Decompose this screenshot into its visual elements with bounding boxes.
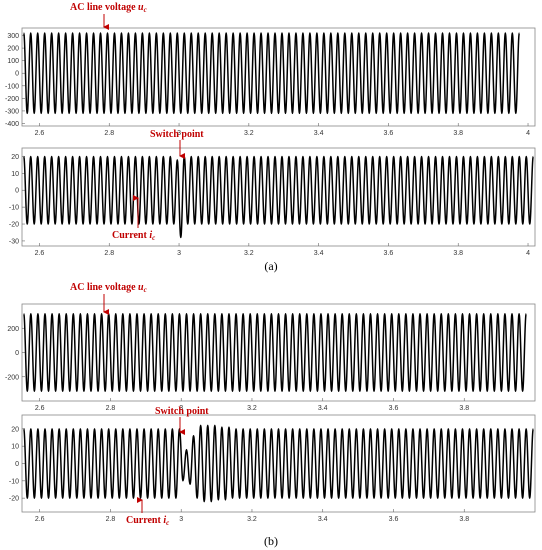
x-tick-label: 3 [177, 250, 181, 257]
annotation: Current ic [126, 515, 169, 527]
y-tick-label: 200 [7, 46, 19, 53]
y-tick-label: -400 [5, 121, 19, 128]
waveform [23, 424, 534, 503]
caption: (b) [264, 534, 278, 548]
x-tick-label: 3.6 [389, 516, 399, 523]
y-tick-label: 0 [15, 461, 19, 468]
x-tick-label: 4 [526, 250, 530, 257]
y-tick-label: -10 [9, 205, 19, 212]
y-tick-label: 0 [15, 188, 19, 195]
x-tick-label: 3.2 [244, 250, 254, 257]
x-tick-label: 2.8 [106, 405, 116, 412]
annotation-var: u [138, 2, 144, 13]
x-tick-label: 4 [526, 130, 530, 137]
plot-frame [21, 147, 536, 247]
y-tick-label: 10 [11, 171, 19, 178]
y-tick-label: 0 [15, 71, 19, 78]
x-tick-label: 3.2 [247, 516, 257, 523]
annotation-text: Current [126, 515, 163, 526]
x-tick-label: 3.4 [318, 516, 328, 523]
caption: (a) [264, 259, 277, 273]
y-tick-label: 100 [7, 58, 19, 65]
annotation-var: i [163, 515, 166, 526]
waveform [23, 312, 527, 393]
y-tick-label: -300 [5, 108, 19, 115]
y-tick-label: -30 [9, 238, 19, 245]
annotation-sub: c [144, 6, 147, 14]
x-tick-label: 3.6 [389, 405, 399, 412]
x-tick-label: 2.6 [35, 130, 45, 137]
x-tick-label: 3.2 [244, 130, 254, 137]
waveform [22, 155, 535, 239]
x-tick-label: 3.6 [384, 130, 394, 137]
annotation-sub: c [152, 234, 155, 242]
y-tick-label: 10 [11, 444, 19, 451]
annotation: Switch point [150, 129, 204, 140]
y-tick-label: -200 [5, 96, 19, 103]
annotation-sub: c [144, 286, 147, 294]
x-tick-label: 2.6 [35, 405, 45, 412]
x-tick-label: 2.6 [35, 250, 45, 257]
annotation-text: AC line voltage [70, 282, 138, 293]
annotation-var: u [138, 282, 144, 293]
y-tick-label: 200 [7, 326, 19, 333]
x-tick-label: 2.6 [35, 516, 45, 523]
waveform [22, 32, 521, 115]
annotation: AC line voltage uc [70, 2, 147, 14]
y-tick-label: -10 [9, 478, 19, 485]
annotation-text: Switch point [150, 129, 204, 140]
annotation-text: Switch point [155, 406, 209, 417]
x-tick-label: 3.4 [314, 250, 324, 257]
y-tick-label: 20 [11, 154, 19, 161]
x-tick-label: 3 [177, 130, 181, 137]
x-tick-label: 3 [179, 516, 183, 523]
annotation: Current ic [112, 230, 155, 242]
x-tick-label: 3.2 [247, 405, 257, 412]
x-tick-label: 3.4 [314, 130, 324, 137]
annotation-var: i [149, 230, 152, 241]
y-tick-label: -20 [9, 222, 19, 229]
y-tick-label: 20 [11, 426, 19, 433]
x-tick-label: 2.8 [106, 516, 116, 523]
annotation-text: AC line voltage [70, 2, 138, 13]
x-tick-label: 3.6 [384, 250, 394, 257]
y-tick-label: -200 [5, 374, 19, 381]
x-tick-label: 3.8 [459, 516, 469, 523]
x-tick-label: 3 [179, 405, 183, 412]
annotation: AC line voltage uc [70, 282, 147, 294]
x-tick-label: 3.8 [459, 405, 469, 412]
x-tick-label: 2.8 [104, 250, 114, 257]
annotation-text: Current [112, 230, 149, 241]
x-tick-label: 2.8 [104, 130, 114, 137]
annotation-sub: c [166, 519, 169, 527]
x-tick-label: 3.8 [453, 130, 463, 137]
x-tick-label: 3.8 [453, 250, 463, 257]
x-tick-label: 3.4 [318, 405, 328, 412]
y-tick-label: 0 [15, 350, 19, 357]
annotation: Switch point [155, 406, 209, 417]
y-tick-label: -100 [5, 83, 19, 90]
y-tick-label: 300 [7, 33, 19, 40]
y-tick-label: -20 [9, 496, 19, 503]
